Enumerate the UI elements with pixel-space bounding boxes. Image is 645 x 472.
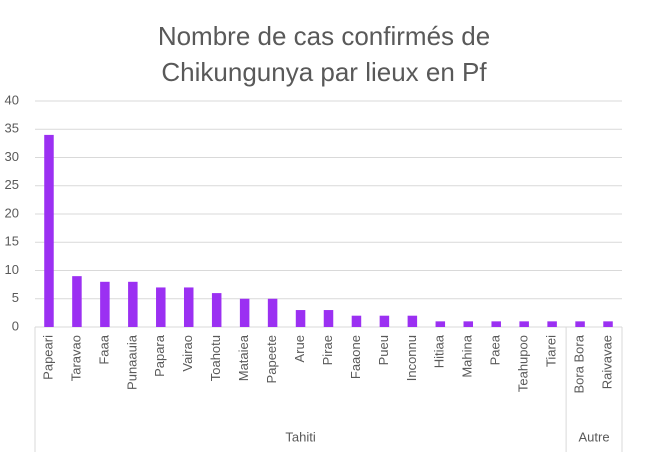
x-tick-label: Paea [488,334,503,365]
bar [128,281,138,327]
chart-title: Chikungunya par lieux en Pf [161,57,487,87]
bar [156,287,166,327]
x-tick-label: Arue [292,335,307,362]
x-tick-label: Toahotu [208,335,223,381]
group-label: Autre [579,429,610,444]
bar [183,287,194,327]
x-tick-label: Raivavae [599,335,614,389]
group-label: Tahiti [285,429,315,444]
bar [267,298,278,327]
x-tick-label: Teahupoo [516,335,531,392]
bar [100,281,110,327]
x-tick-label: Hitiaa [432,334,447,368]
y-tick-label: 10 [5,262,19,277]
bar [603,321,613,327]
bar [211,293,222,327]
x-tick-label: Pirae [320,335,335,365]
bar [379,315,390,327]
bar [44,134,54,327]
y-tick-label: 35 [5,121,19,136]
x-tick-label: Punaauia [124,334,139,390]
bar [463,321,474,327]
bar [575,321,585,327]
x-tick-label: Papara [152,334,167,377]
x-tick-label: Papeari [40,335,55,380]
x-tick-label: Pueu [376,335,391,365]
y-tick-label: 30 [5,149,19,164]
y-tick-label: 15 [5,234,19,249]
bar [351,315,362,327]
x-tick-label: Bora Bora [572,334,587,393]
bar [323,310,334,327]
x-tick-label: Inconnu [404,335,419,381]
y-tick-label: 5 [12,290,19,305]
y-tick-label: 25 [5,177,19,192]
y-tick-label: 20 [5,205,19,220]
y-tick-label: 40 [5,92,19,107]
x-tick-label: Tiarei [544,335,559,367]
y-tick-label: 0 [12,318,19,333]
bar [239,298,250,327]
chart-title: Nombre de cas confirmés de [158,21,490,51]
x-tick-label: Faaa [96,334,111,364]
x-tick-label: Mataiea [236,334,251,381]
bar [547,321,557,327]
bar [295,310,306,327]
bar [435,321,446,327]
x-tick-label: Papeete [264,335,279,383]
x-tick-label: Faaone [348,335,363,379]
x-tick-label: Mahina [460,334,475,377]
bar [407,315,418,327]
bar [72,276,82,327]
bar [491,321,501,327]
x-tick-label: Vairao [180,335,195,372]
x-tick-label: Taravao [68,335,83,381]
bar [519,321,529,327]
